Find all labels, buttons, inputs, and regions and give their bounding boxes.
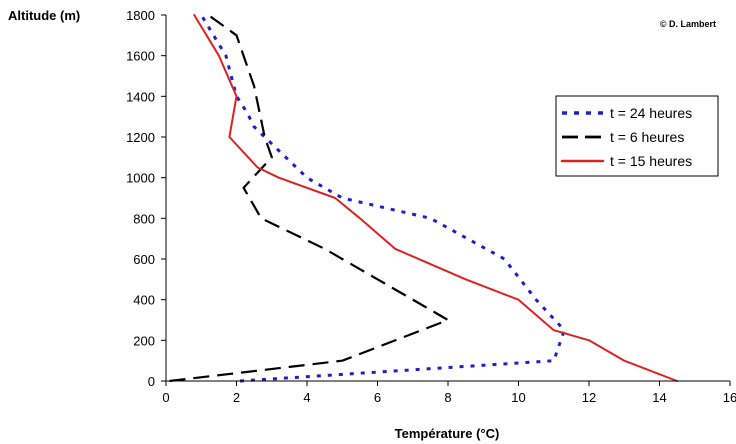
y-tick-label: 1200 xyxy=(126,130,155,145)
tick-labels: 0 2 4 6 8 10 12 14 16 0 200 400 600 800 1000 1200 1400 16… xyxy=(126,8,736,405)
x-tick-label: 8 xyxy=(444,390,451,405)
y-axis-title: Altitude (m) xyxy=(8,8,80,23)
x-tick-label: 16 xyxy=(723,390,736,405)
x-tick-label: 0 xyxy=(162,390,169,405)
y-tick-label: 400 xyxy=(133,293,155,308)
x-tick-label: 6 xyxy=(374,390,381,405)
x-tick-label: 10 xyxy=(511,390,525,405)
y-tick-label: 1600 xyxy=(126,49,155,64)
x-tick-label: 14 xyxy=(652,390,666,405)
series-line-2 xyxy=(169,14,450,383)
series-lines xyxy=(169,14,679,383)
x-tick-label: 4 xyxy=(303,390,310,405)
y-tick-label: 1800 xyxy=(126,8,155,23)
y-tick-label: 1400 xyxy=(126,89,155,104)
y-tick-label: 1000 xyxy=(126,171,155,186)
legend-label-2: t = 6 heures xyxy=(610,129,684,145)
x-axis-title: Température (°C) xyxy=(395,426,500,441)
legend-label-1: t = 24 heures xyxy=(610,105,692,121)
credit-text: © D. Lambert xyxy=(660,19,716,29)
legend-box xyxy=(555,95,719,177)
x-tick-label: 12 xyxy=(582,390,596,405)
series-line-3 xyxy=(193,14,679,382)
series-line-1 xyxy=(200,14,566,383)
axes xyxy=(161,14,731,386)
y-tick-label: 600 xyxy=(133,252,155,267)
y-tick-label: 800 xyxy=(133,211,155,226)
y-tick-label: 200 xyxy=(133,333,155,348)
y-tick-label: 0 xyxy=(148,374,155,389)
legend-label-3: t = 15 heures xyxy=(610,153,692,169)
legend: t = 24 heures t = 6 heures t = 15 heures xyxy=(555,95,719,177)
x-tick-label: 2 xyxy=(233,390,240,405)
